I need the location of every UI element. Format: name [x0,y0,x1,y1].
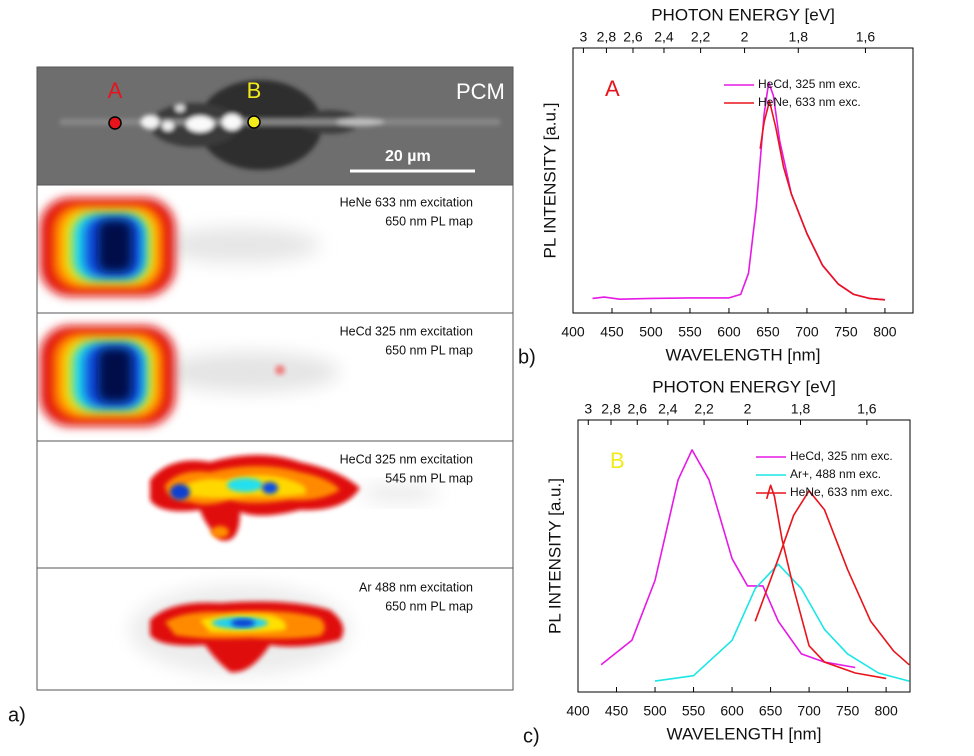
x-tick-label: 750 [834,324,858,340]
x-tick-label: 450 [605,703,629,719]
map-blob [130,585,350,675]
x-tick-label: 750 [836,703,860,719]
map-blob [40,198,320,296]
x-tick-label: 800 [873,324,897,340]
point-label: B [610,448,625,473]
x-tick-label: 400 [566,703,590,719]
plot-frame [572,47,914,314]
legend-label: Ar+, 488 nm exc. [790,467,881,481]
map-blob [40,326,340,426]
series-line [754,484,910,680]
x2-tick-label: 2,2 [694,401,714,417]
x-tick-label: 450 [600,324,624,340]
series-line [759,100,885,301]
x2-tick-label: 1,8 [791,401,811,417]
x-tick-label: 600 [720,703,744,719]
legend-label: HeNe, 633 nm exc. [790,485,893,499]
map-excitation: HeCd 325 nm excitation [340,452,473,466]
y-axis-title: PL INTENSITY [a.u.] [545,478,564,634]
point-label: A [605,76,620,101]
x2-tick-label: 2,6 [623,29,643,45]
x2-tick-label: 3 [584,401,592,417]
point-a-label: A [108,78,123,103]
point-a [108,116,122,130]
x-tick-label: 650 [756,324,780,340]
map-wavelength: 650 nm PL map [385,343,473,357]
map-excitation: HeCd 325 nm excitation [340,324,473,338]
map-blob [150,455,440,541]
pcm-title: PCM [456,79,505,104]
x-tick-label: 600 [717,324,741,340]
map-wavelength: 650 nm PL map [385,214,473,228]
panel-a-frame [36,66,514,691]
panel-label: c) [523,725,540,747]
x2-tick-label: 2 [741,29,749,45]
x-tick-label: 400 [561,324,585,340]
x-tick-label: 550 [678,324,702,340]
x2-tick-label: 2,4 [654,29,674,45]
plot-frame [577,419,911,693]
x2-axis-title: PHOTON ENERGY [eV] [652,377,836,396]
panel-label: a) [8,704,26,726]
x2-tick-label: 2 [744,401,752,417]
y-axis-title: PL INTENSITY [a.u.] [540,103,559,259]
x2-tick-label: 1,6 [856,29,876,45]
x-tick-label: 500 [643,703,667,719]
x-axis-title: WAVELENGTH [nm] [666,345,821,364]
x2-tick-label: 1,8 [789,29,809,45]
scale-bar-label: 20 µm [385,148,431,165]
point-b [247,115,261,129]
x2-tick-label: 2,4 [658,401,678,417]
x-tick-label: 500 [639,324,663,340]
panel-label: b) [518,346,536,368]
x2-tick-label: 2,2 [691,29,711,45]
panel-a: PCM 20 µm A B [37,67,513,690]
x-tick-label: 650 [759,703,783,719]
x-axis-title: WAVELENGTH [nm] [667,724,822,743]
map-wavelength: 650 nm PL map [385,599,473,613]
map-excitation: Ar 488 nm excitation [359,580,473,594]
legend-label: HeNe, 633 nm exc. [758,95,861,109]
x2-tick-label: 2,8 [597,29,617,45]
x2-axis-title: PHOTON ENERGY [eV] [651,5,835,24]
series-line [654,563,910,682]
map-wavelength: 545 nm PL map [385,471,473,485]
x2-tick-label: 3 [579,29,587,45]
x2-tick-label: 2,8 [601,401,621,417]
x-tick-label: 800 [874,703,898,719]
x-tick-label: 700 [797,703,821,719]
legend-label: HeCd, 325 nm exc. [790,449,893,463]
x2-tick-label: 1,6 [857,401,877,417]
x-tick-label: 700 [795,324,819,340]
x-tick-label: 550 [682,703,706,719]
point-b-label: B [247,78,262,103]
legend-label: HeCd, 325 nm exc. [758,77,861,91]
series-line [592,81,885,301]
map-excitation: HeNe 633 nm excitation [340,195,473,209]
x2-tick-label: 2,6 [628,401,648,417]
series-line [600,449,856,669]
